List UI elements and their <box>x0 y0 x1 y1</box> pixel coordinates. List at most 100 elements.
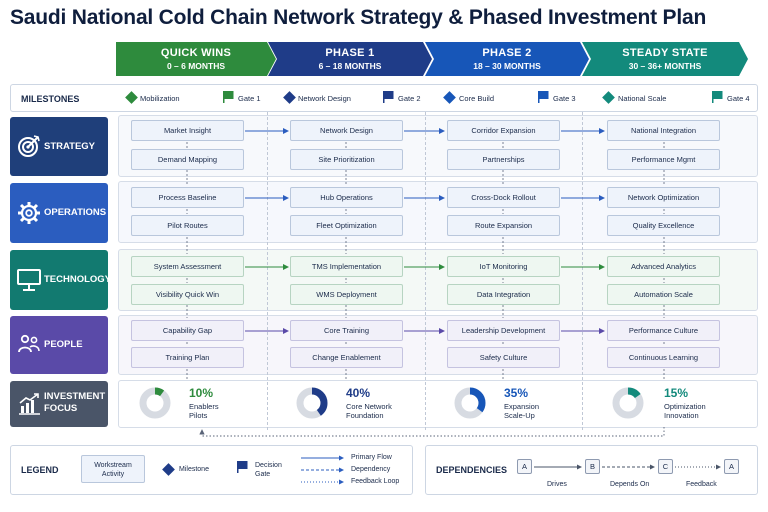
gate-label: Gate 4 <box>727 94 750 103</box>
activity-national-integration: National Integration <box>607 120 720 141</box>
dependency-node-c: C <box>658 459 673 474</box>
investment-pct-3: 35% <box>504 386 529 400</box>
activity-performance-mgmt: Performance Mgmt <box>607 149 720 170</box>
dependency-arrows <box>534 464 721 470</box>
legend-workstream-box: Workstream Activity <box>81 455 145 483</box>
dependencies-title: DEPENDENCIES <box>436 465 508 475</box>
phase-quick-wins: QUICK WINS 0 – 6 MONTHS <box>116 42 276 76</box>
row-label-technology: TECHNOLOGY <box>10 250 112 310</box>
activity-fleet-optimization: Fleet Optimization <box>290 215 403 236</box>
activity-route-expansion: Route Expansion <box>447 215 560 236</box>
activity-partnerships: Partnerships <box>447 149 560 170</box>
gate-flag-icon <box>383 91 394 103</box>
row-label-text: PEOPLE <box>44 339 83 350</box>
legend-title: LEGEND <box>21 465 59 475</box>
milestones-label: MILESTONES <box>21 94 80 104</box>
phase-range: 30 – 36+ MONTHS <box>628 61 702 71</box>
activity-automation-scale: Automation Scale <box>607 284 720 305</box>
legend-dependency: Dependency <box>351 466 391 473</box>
phase-1: PHASE 1 6 – 18 MONTHS <box>268 42 432 76</box>
gate-flag-icon <box>237 461 248 473</box>
activity-leadership-development: Leadership Development <box>447 320 560 341</box>
dependency-drives-label: Drives <box>547 481 567 488</box>
legend-feedback-loop: Feedback Loop <box>351 478 400 485</box>
investment-label-1: Enablers Pilots <box>189 402 219 420</box>
investment-label-3: Expansion Scale-Up <box>504 402 540 420</box>
phase-name: PHASE 1 <box>325 47 375 59</box>
phase-2: PHASE 2 18 – 30 MONTHS <box>425 42 589 76</box>
activity-safety-culture: Safety Culture <box>447 347 560 368</box>
activity-capability-gap: Capability Gap <box>131 320 244 341</box>
milestone-diamond-icon <box>602 91 615 104</box>
investment-pct-4: 15% <box>664 386 689 400</box>
investment-pct-1: 10% <box>189 386 214 400</box>
dependency-depends-label: Depends On <box>610 481 650 488</box>
phase-steady-state: STEADY STATE 30 – 36+ MONTHS <box>582 42 748 76</box>
activity-process-baseline: Process Baseline <box>131 187 244 208</box>
phase-name: PHASE 2 <box>482 47 532 59</box>
phase-range: 6 – 18 MONTHS <box>318 61 382 71</box>
gear-icon <box>18 202 40 224</box>
legend-milestone-label: Milestone <box>179 466 209 473</box>
activity-data-integration: Data Integration <box>447 284 560 305</box>
page-title: Saudi National Cold Chain Network Strate… <box>10 6 707 29</box>
activity-continuous-learning: Continuous Learning <box>607 347 720 368</box>
investment-donut-1 <box>139 387 171 419</box>
activity-change-enablement: Change Enablement <box>290 347 403 368</box>
phase-name: QUICK WINS <box>160 47 232 59</box>
row-label-investment: INVESTMENT FOCUS <box>10 381 108 427</box>
investment-label-4: Optimization Innovation <box>664 402 706 420</box>
activity-hub-operations: Hub Operations <box>290 187 403 208</box>
milestone-diamond-icon <box>283 91 296 104</box>
investment-label-2: Core Network Foundation <box>346 402 392 420</box>
phase-separator <box>425 112 426 430</box>
row-label-text: INVESTMENT FOCUS <box>44 391 105 415</box>
legend-primary-flow: Primary Flow <box>351 454 392 461</box>
activity-market-insight: Market Insight <box>131 120 244 141</box>
investment-label-line2: FOCUS <box>44 403 78 414</box>
milestone-group-3: Core Build Gate 3 <box>441 85 591 111</box>
row-label-text: STRATEGY <box>44 141 96 152</box>
investment-pct-2: 40% <box>346 386 371 400</box>
row-label-strategy: STRATEGY <box>10 117 108 176</box>
activity-network-optimization: Network Optimization <box>607 187 720 208</box>
row-label-text: TECHNOLOGY <box>44 274 112 285</box>
activity-wms-deployment: WMS Deployment <box>290 284 403 305</box>
dependency-node-b: B <box>585 459 600 474</box>
activity-advanced-analytics: Advanced Analytics <box>607 256 720 277</box>
gate-flag-icon <box>223 91 234 103</box>
dependency-node-a: A <box>517 459 532 474</box>
phase-range: 0 – 6 MONTHS <box>166 61 226 71</box>
activity-quality-excellence: Quality Excellence <box>607 215 720 236</box>
milestones-row: MILESTONES Mobilization Gate 1 Network D… <box>10 84 758 112</box>
activity-demand-mapping: Demand Mapping <box>131 149 244 170</box>
activity-site-prioritization: Site Prioritization <box>290 149 403 170</box>
people-icon <box>18 334 40 353</box>
milestone-label: Core Build <box>459 94 495 103</box>
activity-performance-culture: Performance Culture <box>607 320 720 341</box>
activity-core-training: Core Training <box>290 320 403 341</box>
activity-iot-monitoring: IoT Monitoring <box>447 256 560 277</box>
milestone-diamond-icon <box>443 91 456 104</box>
activity-pilot-routes: Pilot Routes <box>131 215 244 236</box>
bar-chart-icon <box>19 393 40 415</box>
legend-gate-label: Decision Gate <box>255 462 282 478</box>
target-icon <box>18 135 40 157</box>
investment-donut-3 <box>454 387 486 419</box>
dependencies-panel: DEPENDENCIES A B C A Drives Depends On F… <box>425 445 758 495</box>
milestone-label: Mobilization <box>140 94 180 103</box>
monitor-icon <box>17 269 41 291</box>
activity-training-plan: Training Plan <box>131 347 244 368</box>
row-label-operations: OPERATIONS <box>10 183 108 243</box>
gate-label: Gate 2 <box>398 94 421 103</box>
investment-donut-2 <box>296 387 328 419</box>
gate-label: Gate 3 <box>553 94 576 103</box>
phase-range: 18 – 30 MONTHS <box>473 61 541 71</box>
milestone-diamond-icon <box>125 91 138 104</box>
dependency-node-a2: A <box>724 459 739 474</box>
row-label-text: OPERATIONS <box>44 207 107 218</box>
gate-flag-icon <box>538 91 549 103</box>
activity-corridor-expansion: Corridor Expansion <box>447 120 560 141</box>
investment-donut-4 <box>612 387 644 419</box>
phase-separator <box>582 112 583 430</box>
